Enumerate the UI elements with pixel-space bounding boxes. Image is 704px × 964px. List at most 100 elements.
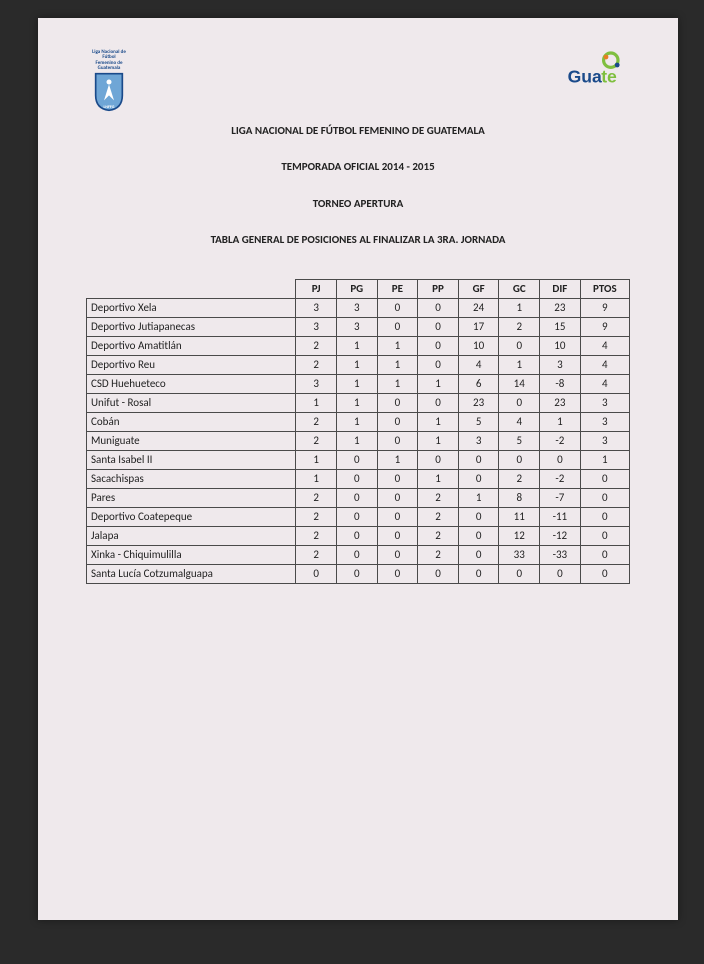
table-cell: 2 xyxy=(296,489,337,508)
team-name: Santa Lucía Cotzumalguapa xyxy=(87,565,296,584)
table-cell: 0 xyxy=(418,299,459,318)
title-block: LIGA NACIONAL DE FÚTBOL FEMENINO DE GUAT… xyxy=(86,124,630,247)
table-cell: 0 xyxy=(336,451,377,470)
team-name: Unifut - Rosal xyxy=(87,394,296,413)
table-cell: 1 xyxy=(418,432,459,451)
table-cell: 9 xyxy=(580,299,629,318)
document-page: Liga Nacional de FútbolFemenino de Guate… xyxy=(38,18,678,920)
table-cell: 1 xyxy=(336,413,377,432)
col-header-pj: PJ xyxy=(296,280,337,299)
team-name: Deportivo Reu xyxy=(87,356,296,375)
table-cell: 9 xyxy=(580,318,629,337)
table-row: Muniguate210135-23 xyxy=(87,432,630,451)
table-cell: 0 xyxy=(377,299,418,318)
table-cell: 0 xyxy=(458,546,499,565)
team-name: Pares xyxy=(87,489,296,508)
table-cell: 1 xyxy=(580,451,629,470)
table-cell: 6 xyxy=(458,375,499,394)
table-row: Deportivo Amatitlán2110100104 xyxy=(87,337,630,356)
table-row: Xinka - Chiquimulilla2002033-330 xyxy=(87,546,630,565)
col-header-gc: GC xyxy=(499,280,540,299)
table-row: Deportivo Xela3300241239 xyxy=(87,299,630,318)
table-cell: 3 xyxy=(540,356,581,375)
table-cell: 2 xyxy=(296,337,337,356)
table-cell: 1 xyxy=(540,413,581,432)
table-cell: 12 xyxy=(499,527,540,546)
table-row: Sacachispas100102-20 xyxy=(87,470,630,489)
team-name: Jalapa xyxy=(87,527,296,546)
table-cell: 5 xyxy=(499,432,540,451)
col-header-team xyxy=(87,280,296,299)
table-cell: 0 xyxy=(458,451,499,470)
table-cell: 0 xyxy=(336,508,377,527)
table-cell: 0 xyxy=(418,337,459,356)
table-cell: 15 xyxy=(540,318,581,337)
table-cell: -12 xyxy=(540,527,581,546)
table-cell: 0 xyxy=(377,432,418,451)
table-cell: 3 xyxy=(580,432,629,451)
table-cell: 0 xyxy=(377,527,418,546)
table-cell: 0 xyxy=(377,489,418,508)
col-header-gf: GF xyxy=(458,280,499,299)
title-line-4: TABLA GENERAL DE POSICIONES AL FINALIZAR… xyxy=(86,233,630,247)
team-name: Cobán xyxy=(87,413,296,432)
table-cell: -11 xyxy=(540,508,581,527)
shield-icon: LNFFG xyxy=(92,72,126,112)
table-cell: 3 xyxy=(336,318,377,337)
table-cell: 1 xyxy=(336,375,377,394)
table-cell: 4 xyxy=(458,356,499,375)
table-cell: 5 xyxy=(458,413,499,432)
table-cell: 1 xyxy=(336,432,377,451)
table-cell: 0 xyxy=(336,565,377,584)
guate-logo-icon: Gua te xyxy=(566,50,630,96)
table-cell: 0 xyxy=(580,565,629,584)
table-cell: 1 xyxy=(377,337,418,356)
table-cell: 2 xyxy=(296,413,337,432)
table-cell: -7 xyxy=(540,489,581,508)
team-name: Xinka - Chiquimulilla xyxy=(87,546,296,565)
table-cell: 2 xyxy=(296,356,337,375)
table-cell: -2 xyxy=(540,470,581,489)
table-cell: 0 xyxy=(540,451,581,470)
table-row: CSD Huehueteco3111614-84 xyxy=(87,375,630,394)
col-header-dif: DIF xyxy=(540,280,581,299)
table-cell: 0 xyxy=(580,470,629,489)
table-cell: 1 xyxy=(499,356,540,375)
team-name: Deportivo Xela xyxy=(87,299,296,318)
table-cell: 0 xyxy=(296,565,337,584)
table-cell: 0 xyxy=(336,489,377,508)
table-cell: 3 xyxy=(296,375,337,394)
table-row: Cobán21015413 xyxy=(87,413,630,432)
table-cell: 0 xyxy=(377,413,418,432)
table-cell: 0 xyxy=(458,508,499,527)
team-name: Deportivo Jutiapanecas xyxy=(87,318,296,337)
team-name: Deportivo Amatitlán xyxy=(87,337,296,356)
table-cell: 33 xyxy=(499,546,540,565)
table-cell: 1 xyxy=(296,451,337,470)
team-name: Deportivo Coatepeque xyxy=(87,508,296,527)
table-cell: 1 xyxy=(458,489,499,508)
table-cell: 2 xyxy=(418,489,459,508)
lnffg-logo-caption: Liga Nacional de FútbolFemenino de Guate… xyxy=(86,50,132,71)
table-cell: 1 xyxy=(377,356,418,375)
col-header-pg: PG xyxy=(336,280,377,299)
table-cell: 8 xyxy=(499,489,540,508)
table-cell: 0 xyxy=(458,470,499,489)
table-cell: 23 xyxy=(540,299,581,318)
table-cell: -33 xyxy=(540,546,581,565)
table-cell: 2 xyxy=(499,470,540,489)
col-header-pp: PP xyxy=(418,280,459,299)
table-cell: 1 xyxy=(336,356,377,375)
table-row: Jalapa2002012-120 xyxy=(87,527,630,546)
table-cell: 0 xyxy=(336,527,377,546)
table-cell: 3 xyxy=(336,299,377,318)
table-cell: 1 xyxy=(418,375,459,394)
table-cell: 17 xyxy=(458,318,499,337)
table-cell: 3 xyxy=(580,413,629,432)
team-name: CSD Huehueteco xyxy=(87,375,296,394)
table-cell: 0 xyxy=(418,356,459,375)
table-cell: 4 xyxy=(580,356,629,375)
table-cell: 2 xyxy=(296,546,337,565)
table-row: Unifut - Rosal1100230233 xyxy=(87,394,630,413)
table-cell: 3 xyxy=(458,432,499,451)
